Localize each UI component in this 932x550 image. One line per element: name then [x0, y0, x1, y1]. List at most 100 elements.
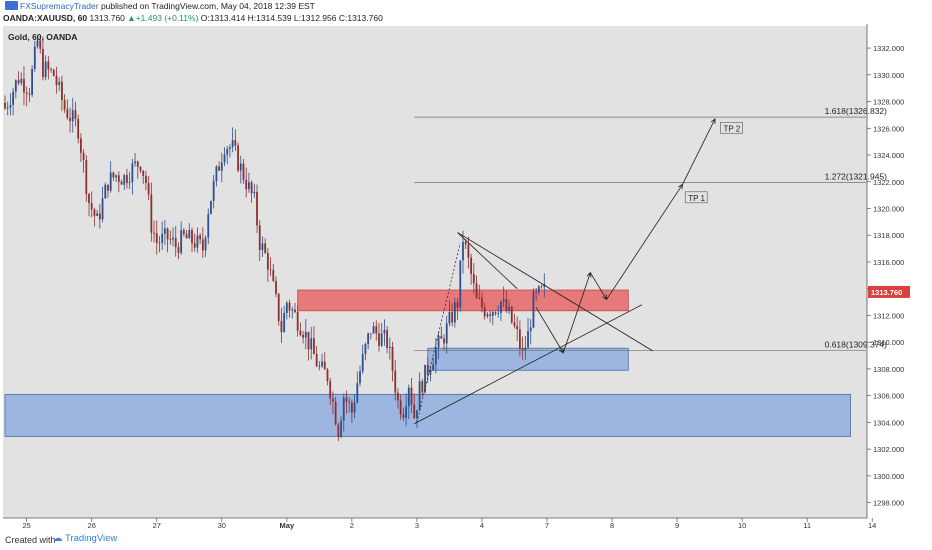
candle-body [79, 138, 82, 153]
candle-body [359, 371, 361, 384]
candle-body [535, 291, 538, 293]
candle-body [166, 228, 169, 240]
candle-body [508, 306, 510, 311]
candle-body [218, 166, 220, 171]
candle-body [182, 230, 185, 235]
candle-body [63, 99, 66, 110]
candle-body [47, 61, 50, 70]
footer: Created with ☁ TradingView [0, 530, 932, 550]
time-tick-label: 7 [545, 521, 549, 530]
brand-label: TradingView [64, 533, 118, 544]
tradingview-logo-icon [5, 1, 18, 10]
triangle-lower [414, 304, 643, 425]
author-link[interactable]: FXSupremacyTrader [20, 1, 99, 11]
candle-body [248, 182, 250, 190]
candle-body [23, 78, 25, 93]
candle-body [497, 312, 500, 314]
candle-body [25, 92, 28, 94]
candle-body [540, 286, 543, 288]
time-tick-label: 11 [803, 521, 811, 530]
candle-body [434, 347, 437, 365]
candle-body [537, 286, 540, 293]
candle-body [163, 228, 166, 234]
candle-body [519, 329, 521, 349]
candle-body [397, 392, 399, 401]
candle-body [155, 233, 158, 243]
candle-body [17, 80, 20, 84]
candle-body [299, 330, 302, 335]
time-tick-label: 4 [480, 521, 484, 530]
candle-body [405, 406, 407, 418]
candle-body [315, 354, 318, 367]
candle-body [204, 237, 207, 251]
tradingview-brand-link[interactable]: ☁ TradingView [53, 533, 117, 544]
candle-body [153, 232, 155, 234]
candle-body [120, 181, 123, 185]
candle-body [491, 312, 494, 316]
up-arrow-icon: ▲ [127, 13, 136, 23]
zone-support-large [4, 393, 851, 437]
candle-body [215, 166, 218, 182]
created-with-label: Created with [5, 535, 56, 545]
candle-body [494, 312, 497, 314]
candle-body [467, 244, 470, 258]
chart-header: FXSupremacyTrader published on TradingVi… [0, 0, 932, 24]
candle-body [277, 293, 280, 321]
candle-body [39, 40, 42, 49]
price-chart[interactable]: 1.618(1326.832) 1.272(1321.945) 0.618(1309… [0, 24, 932, 530]
candle-body [258, 225, 261, 250]
candle-body [440, 335, 443, 339]
candle-body [74, 110, 77, 119]
candle-body [529, 327, 532, 332]
projection-segment [682, 118, 716, 185]
candle-body [88, 193, 90, 204]
zones-layer [4, 289, 851, 437]
candle-body [516, 325, 519, 330]
candle-body [372, 326, 375, 334]
time-tick-label: 14 [868, 521, 876, 530]
tp-label: TP 2 [723, 124, 740, 133]
candle-body [505, 299, 508, 311]
price-tick-label: 1322.000 [873, 178, 904, 187]
time-tick-label: 2 [350, 521, 354, 530]
time-tick-label: May [280, 521, 295, 530]
candle-body [139, 166, 142, 171]
candle-body [174, 237, 177, 248]
candle-body [237, 145, 239, 171]
zone-resistance [297, 289, 629, 312]
candle-body [345, 397, 348, 402]
candle-body [201, 239, 204, 251]
candle-body [521, 348, 524, 351]
candle-body [220, 162, 223, 171]
symbol-line: OANDA:XAUUSD, 60 1313.760 ▲+1.493 (+0.11… [3, 13, 383, 24]
candle-body [394, 370, 397, 393]
price-axis: 1298.000 1300.000 1302.000 1304.000 1306.000… [866, 24, 910, 518]
candle-body [478, 298, 481, 299]
candle-body [115, 175, 118, 178]
candle-body [112, 172, 115, 178]
candle-body [421, 381, 424, 393]
candle-body [288, 302, 291, 311]
last-price-tag [868, 285, 910, 298]
candle-body [161, 233, 164, 243]
candle-body [134, 161, 136, 164]
candle-body [464, 241, 467, 245]
time-tick-label: 8 [610, 521, 614, 530]
price-tick-label: 1320.000 [873, 204, 904, 213]
candle-body [483, 307, 486, 317]
candle-body [348, 401, 351, 403]
candle-body [90, 203, 93, 210]
candle-body [388, 346, 391, 348]
candle-body [196, 235, 199, 248]
candle-body [185, 234, 188, 239]
candle-body [399, 400, 402, 415]
candle-body [321, 361, 323, 367]
candles-layer [4, 35, 546, 442]
time-tick-label: 27 [153, 521, 161, 530]
candle-body [350, 402, 353, 413]
candle-body [285, 302, 288, 314]
candle-body [147, 183, 150, 195]
candle-body [58, 81, 61, 86]
candle-body [462, 241, 464, 261]
candle-body [302, 334, 304, 338]
